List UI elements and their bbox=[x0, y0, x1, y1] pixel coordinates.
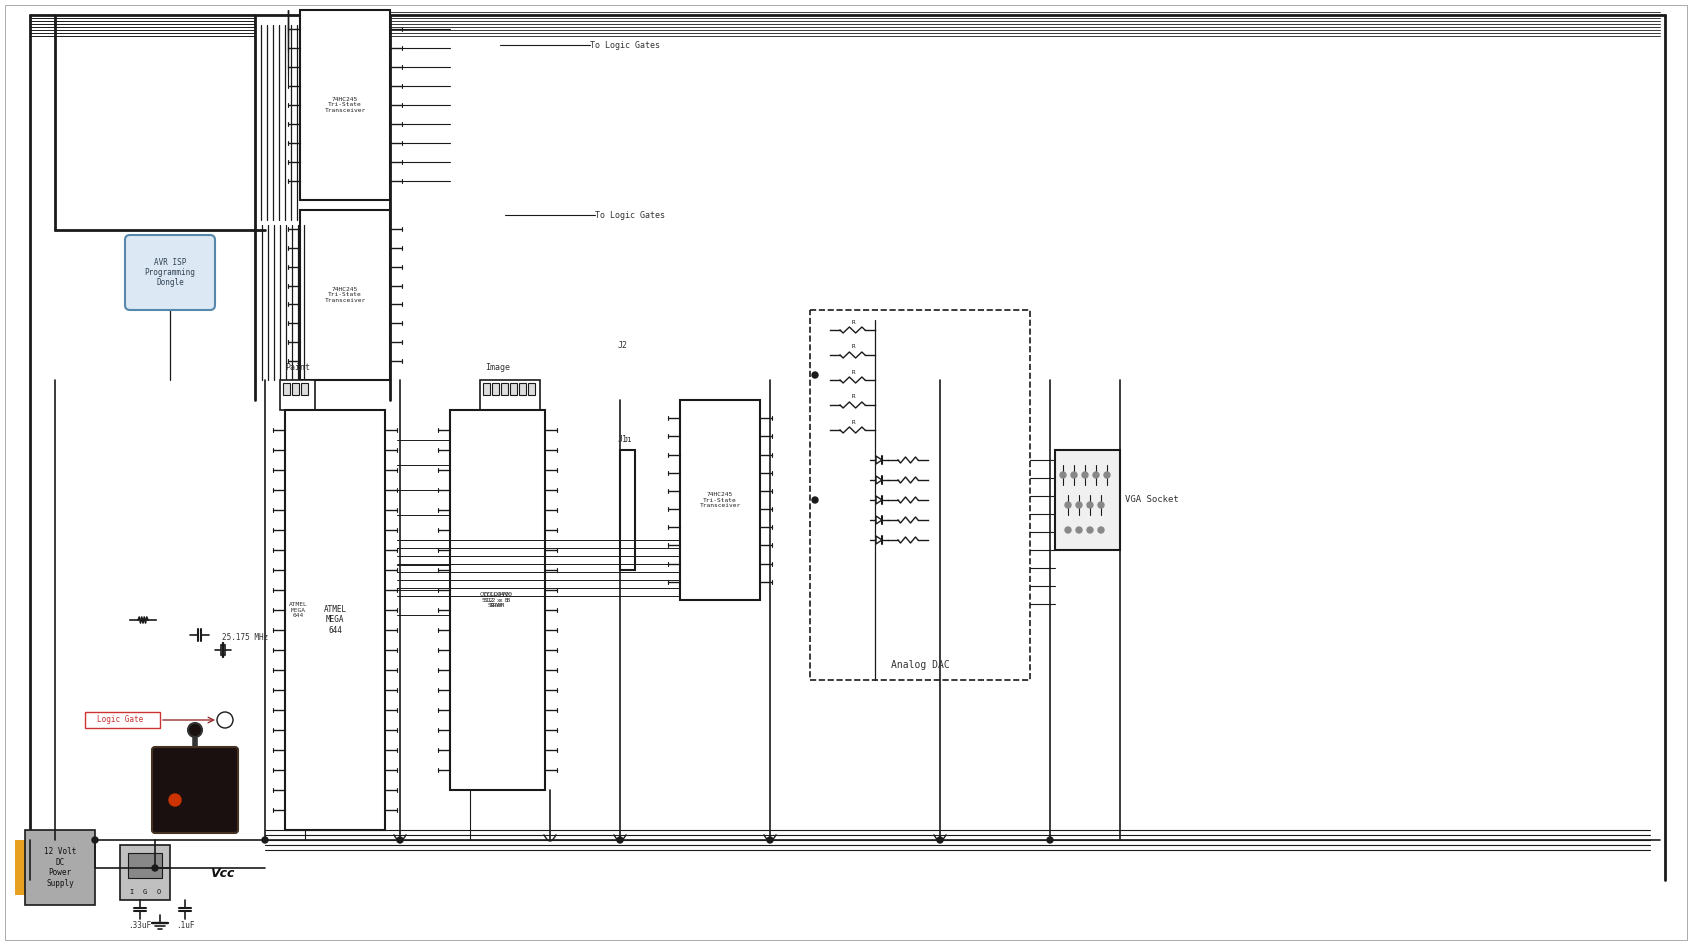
Circle shape bbox=[812, 497, 817, 503]
Bar bbox=[301, 383, 308, 395]
Circle shape bbox=[169, 794, 181, 806]
Bar bbox=[509, 383, 518, 395]
Text: J1: J1 bbox=[623, 437, 631, 443]
Bar bbox=[492, 383, 499, 395]
Circle shape bbox=[1081, 472, 1088, 478]
Text: CYCLO4V0
512 x 8
SRAM: CYCLO4V0 512 x 8 SRAM bbox=[481, 592, 509, 608]
Bar bbox=[284, 410, 386, 830]
Polygon shape bbox=[876, 496, 882, 504]
Text: Vcc: Vcc bbox=[210, 867, 235, 880]
Bar bbox=[528, 383, 535, 395]
FancyBboxPatch shape bbox=[152, 747, 239, 833]
Bar bbox=[293, 383, 299, 395]
Bar bbox=[299, 210, 389, 380]
Circle shape bbox=[766, 837, 773, 843]
Bar bbox=[25, 830, 95, 905]
Circle shape bbox=[398, 837, 403, 843]
Text: 74HC245
Tri-State
Transceiver: 74HC245 Tri-State Transceiver bbox=[325, 97, 365, 113]
Polygon shape bbox=[876, 476, 882, 484]
Circle shape bbox=[1086, 502, 1093, 508]
Bar bbox=[222, 645, 225, 655]
Bar bbox=[157, 753, 232, 827]
Circle shape bbox=[1076, 527, 1081, 533]
Circle shape bbox=[1071, 472, 1078, 478]
Bar bbox=[450, 410, 545, 790]
Bar bbox=[283, 383, 289, 395]
Circle shape bbox=[1098, 527, 1103, 533]
Circle shape bbox=[937, 837, 942, 843]
Text: To Logic Gates: To Logic Gates bbox=[591, 41, 660, 49]
Bar bbox=[299, 10, 389, 200]
Text: ATMEL
MEGA
644: ATMEL MEGA 644 bbox=[289, 601, 308, 618]
Text: R: R bbox=[851, 394, 854, 400]
Circle shape bbox=[217, 712, 233, 728]
Circle shape bbox=[1047, 837, 1052, 843]
FancyBboxPatch shape bbox=[125, 235, 215, 310]
Circle shape bbox=[618, 837, 623, 843]
Bar bbox=[810, 310, 1030, 680]
Text: Logic Gate: Logic Gate bbox=[96, 715, 144, 725]
Text: J2: J2 bbox=[618, 340, 628, 350]
Text: ATMEL
MEGA
644: ATMEL MEGA 644 bbox=[323, 605, 347, 635]
Text: CYCLO4V0
512 x 8
SRAM: CYCLO4V0 512 x 8 SRAM bbox=[482, 592, 513, 608]
Bar bbox=[129, 853, 162, 878]
Text: To Logic Gates: To Logic Gates bbox=[596, 211, 665, 219]
Text: 74HC245
Tri-State
Transceiver: 74HC245 Tri-State Transceiver bbox=[699, 492, 741, 508]
Text: R: R bbox=[851, 319, 854, 325]
Circle shape bbox=[1086, 527, 1093, 533]
Circle shape bbox=[1059, 472, 1066, 478]
Circle shape bbox=[152, 865, 157, 871]
Bar bbox=[481, 380, 540, 410]
Polygon shape bbox=[876, 456, 882, 464]
Circle shape bbox=[1076, 502, 1081, 508]
Bar bbox=[279, 380, 315, 410]
Text: Analog DAC: Analog DAC bbox=[890, 660, 949, 670]
Text: .33uF: .33uF bbox=[129, 921, 152, 929]
Bar bbox=[519, 383, 526, 395]
Bar bbox=[680, 400, 760, 600]
Text: 74HC245
Tri-State
Transceiver: 74HC245 Tri-State Transceiver bbox=[325, 287, 365, 303]
Text: R: R bbox=[851, 420, 854, 425]
Text: Paint: Paint bbox=[284, 364, 310, 372]
Polygon shape bbox=[876, 536, 882, 544]
Text: 25.175 MHz: 25.175 MHz bbox=[222, 634, 267, 642]
Text: R: R bbox=[851, 345, 854, 350]
Text: Image: Image bbox=[486, 364, 509, 372]
Circle shape bbox=[1064, 527, 1071, 533]
Text: 12 Volt
DC
Power
Supply: 12 Volt DC Power Supply bbox=[44, 847, 76, 887]
Circle shape bbox=[1093, 472, 1100, 478]
Text: VGA Socket: VGA Socket bbox=[1125, 496, 1179, 504]
Bar bbox=[501, 383, 508, 395]
Text: O: O bbox=[157, 889, 161, 895]
Circle shape bbox=[1098, 502, 1103, 508]
Polygon shape bbox=[876, 516, 882, 524]
Bar bbox=[15, 840, 25, 895]
Bar bbox=[482, 383, 491, 395]
Circle shape bbox=[262, 837, 267, 843]
Bar bbox=[619, 450, 634, 570]
Text: AVR ISP
Programming
Dongle: AVR ISP Programming Dongle bbox=[144, 257, 196, 288]
Text: R: R bbox=[851, 370, 854, 374]
Circle shape bbox=[188, 723, 201, 737]
Bar bbox=[85, 712, 161, 728]
Text: J1: J1 bbox=[618, 435, 628, 445]
Circle shape bbox=[91, 837, 98, 843]
Circle shape bbox=[1064, 502, 1071, 508]
Bar bbox=[120, 845, 169, 900]
Text: .1uF: .1uF bbox=[176, 921, 195, 929]
Text: G: G bbox=[142, 889, 147, 895]
Circle shape bbox=[812, 372, 817, 378]
Text: I: I bbox=[129, 889, 134, 895]
Circle shape bbox=[1103, 472, 1110, 478]
Bar bbox=[1056, 450, 1120, 550]
